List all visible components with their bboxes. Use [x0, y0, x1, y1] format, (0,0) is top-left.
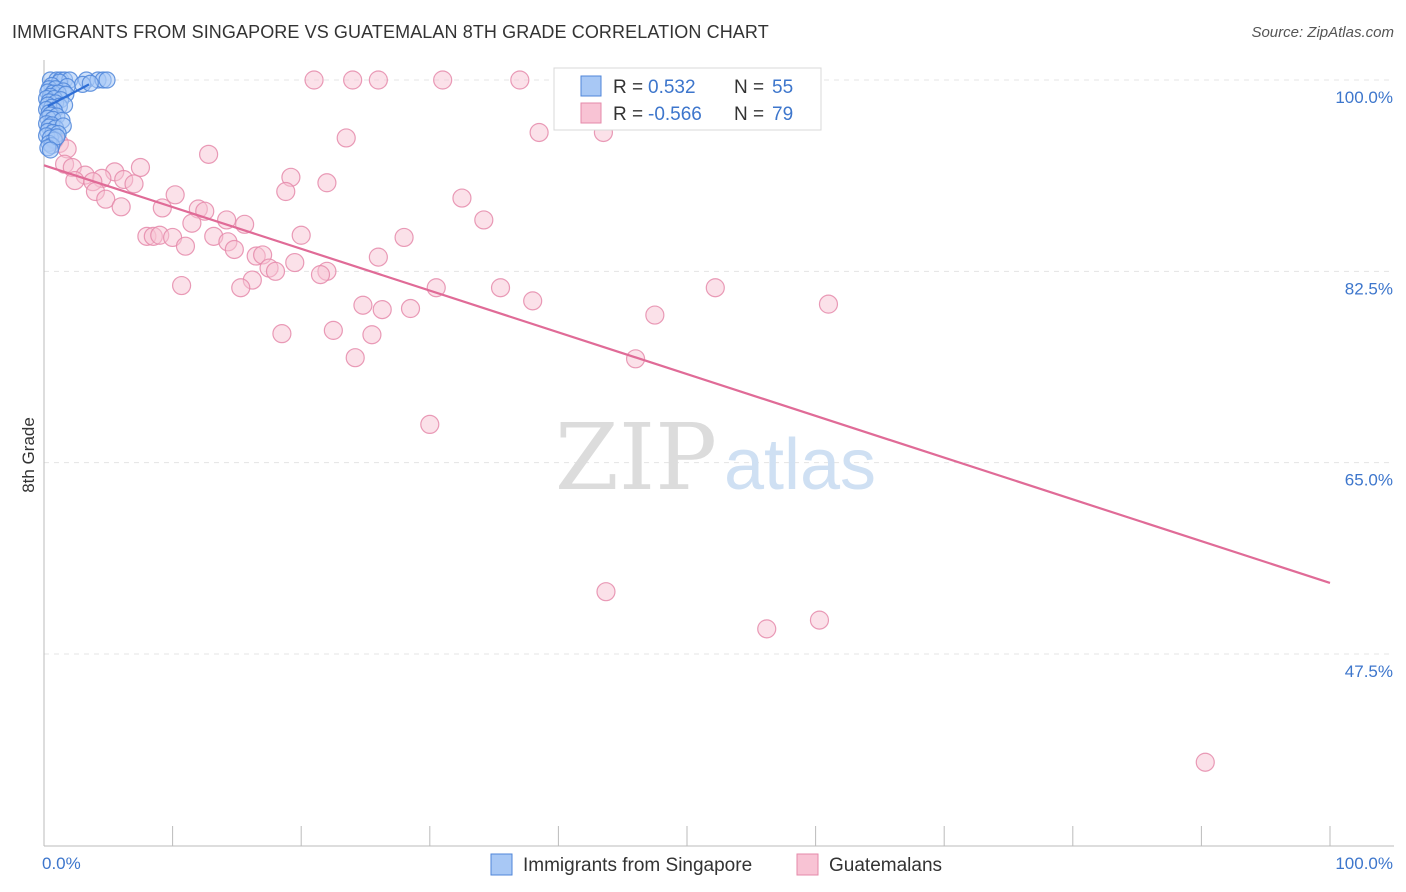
- guatemalan-point: [231, 278, 251, 298]
- guatemalan-point: [372, 300, 392, 320]
- legend-n-value: 55: [772, 77, 793, 98]
- guatemalan-trend-line: [43, 164, 1331, 584]
- guatemalan-point: [96, 189, 116, 209]
- data-points: [37, 70, 1215, 772]
- guatemalan-point: [809, 610, 830, 630]
- source-label: Source: ZipAtlas.com: [1251, 24, 1394, 41]
- singapore-point: [81, 74, 99, 92]
- guatemalan-point: [124, 174, 144, 194]
- guatemalan-point: [818, 294, 839, 314]
- correlation-legend: R = 0.532 N = 55 R = -0.566 N = 79: [553, 67, 822, 131]
- guatemalan-point: [596, 582, 616, 602]
- guatemalan-point: [111, 197, 131, 217]
- guatemalan-point: [265, 261, 286, 281]
- legend-r-label: R =: [613, 77, 643, 98]
- guatemalan-point: [1195, 752, 1215, 772]
- legend-n-value: 79: [772, 104, 793, 125]
- guatemalan-point: [199, 144, 219, 164]
- guatemalan-point: [317, 173, 337, 193]
- guatemalan-point: [343, 70, 363, 90]
- guatemalan-point: [182, 213, 202, 233]
- y-tick-label: 100.0%: [1335, 88, 1393, 107]
- guatemalan-point: [490, 278, 511, 298]
- guatemalan-point: [130, 157, 151, 178]
- y-tick-label: 82.5%: [1345, 279, 1393, 298]
- singapore-swatch: [580, 75, 602, 97]
- guatemalan-point: [285, 252, 305, 273]
- y-axis-title: 8th Grade: [19, 417, 38, 493]
- watermark-zip: ZIP: [555, 404, 717, 511]
- guatemalan-point: [291, 225, 311, 245]
- guatemalan-point: [310, 265, 331, 285]
- guatemalan-point: [336, 128, 356, 148]
- singapore-trend-line: [47, 83, 90, 108]
- guatemalan-point: [345, 348, 365, 368]
- watermark: ZIP atlas: [555, 404, 876, 511]
- guatemalan-point: [224, 239, 244, 260]
- guatemalan-point: [420, 414, 440, 434]
- legend-n-label: N =: [734, 77, 764, 98]
- guatemalan-point: [757, 619, 777, 639]
- guatemalan-point: [529, 122, 549, 143]
- y-tick-label: 47.5%: [1345, 662, 1393, 681]
- singapore-point: [41, 141, 60, 159]
- legend-r-value: 0.532: [648, 77, 696, 98]
- guatemalan-point: [323, 320, 343, 340]
- legend-guatemalan-swatch: [796, 853, 819, 876]
- guatemalan-point: [353, 295, 373, 315]
- guatemalan-point: [152, 198, 172, 218]
- legend-singapore-swatch: [490, 853, 513, 876]
- guatemalan-point: [368, 247, 388, 267]
- guatemalan-point: [433, 70, 453, 90]
- x-tick-label: 100.0%: [1335, 854, 1393, 873]
- guatemalan-point: [452, 188, 472, 208]
- guatemalan-point: [175, 236, 196, 256]
- guatemalan-point: [523, 291, 543, 311]
- guatemalan-point: [510, 70, 530, 90]
- guatemalan-point: [304, 70, 324, 90]
- guatemalan-point: [276, 181, 296, 202]
- legend-r-label: R =: [613, 104, 643, 125]
- legend-guatemalan-label: Guatemalans: [829, 855, 942, 876]
- guatemalan-point: [368, 70, 388, 90]
- singapore-point: [98, 71, 116, 89]
- guatemalan-swatch: [580, 102, 602, 124]
- guatemalan-point: [272, 324, 292, 344]
- y-tick-label: 65.0%: [1345, 471, 1393, 490]
- guatemalan-point: [165, 185, 185, 205]
- guatemalan-point: [172, 275, 192, 296]
- axes: 100.0% 82.5% 65.0% 47.5% 0.0% 100.0% 8th Grade: [19, 60, 1394, 873]
- series-legend: Immigrants from Singapore Guatemalans: [490, 853, 942, 876]
- guatemalan-point: [362, 325, 382, 345]
- x-tick-label: 0.0%: [42, 854, 81, 873]
- chart-title: IMMIGRANTS FROM SINGAPORE VS GUATEMALAN …: [12, 22, 769, 42]
- guatemalan-point: [217, 210, 237, 230]
- guatemalan-point: [474, 210, 494, 230]
- gridlines: [44, 79, 1394, 655]
- trend-lines: [43, 83, 1331, 584]
- legend-singapore-label: Immigrants from Singapore: [523, 855, 752, 876]
- guatemalan-point: [400, 298, 421, 319]
- legend-n-label: N =: [734, 104, 764, 125]
- guatemalan-point: [705, 278, 725, 298]
- guatemalan-point: [645, 305, 665, 325]
- watermark-atlas: atlas: [724, 425, 876, 505]
- legend-r-value: -0.566: [648, 104, 702, 125]
- guatemalan-point: [394, 227, 414, 248]
- guatemalan-point: [625, 349, 646, 369]
